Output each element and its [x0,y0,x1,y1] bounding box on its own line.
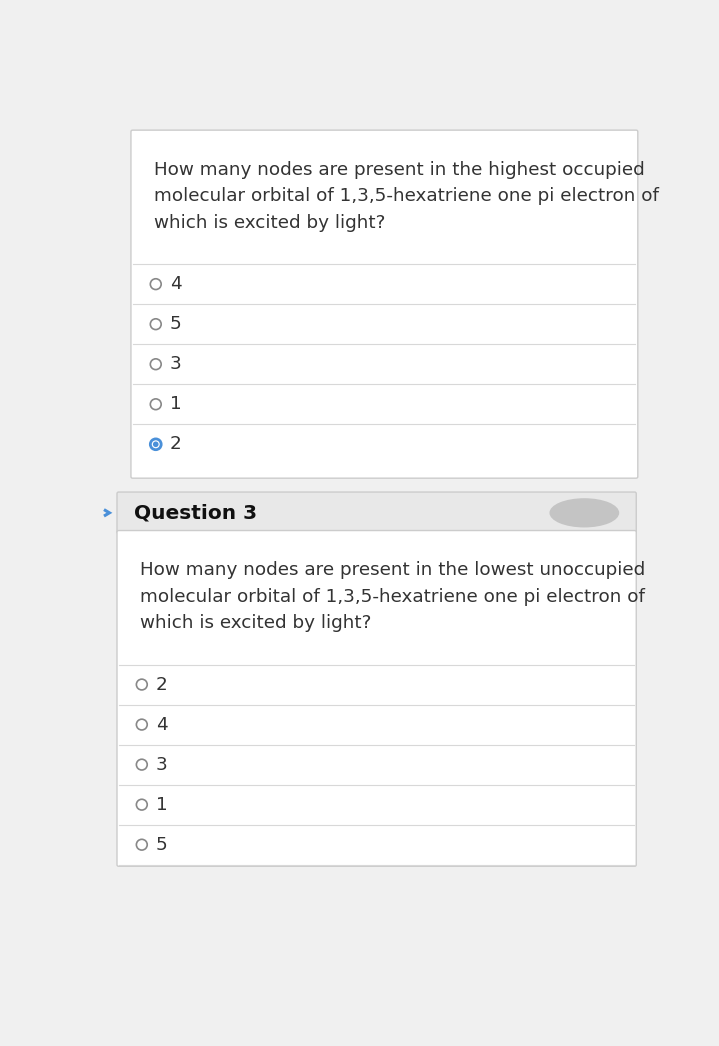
Circle shape [137,720,147,730]
Text: 2: 2 [156,676,168,693]
Text: 3: 3 [170,356,181,373]
Circle shape [150,278,161,290]
Text: How many nodes are present in the lowest unoccupied
molecular orbital of 1,3,5-h: How many nodes are present in the lowest… [140,562,646,632]
Circle shape [137,759,147,770]
Circle shape [150,399,161,410]
FancyBboxPatch shape [117,492,636,533]
Text: 1: 1 [156,796,168,814]
Text: Question 3: Question 3 [134,503,257,522]
Circle shape [137,839,147,850]
FancyBboxPatch shape [117,530,636,866]
Text: 1: 1 [170,395,181,413]
Text: 4: 4 [156,715,168,733]
Circle shape [150,359,161,369]
Circle shape [150,319,161,329]
FancyBboxPatch shape [131,130,638,478]
Text: 4: 4 [170,275,181,293]
Text: 3: 3 [156,755,168,774]
Text: How many nodes are present in the highest occupied
molecular orbital of 1,3,5-he: How many nodes are present in the highes… [154,161,659,232]
Circle shape [153,441,159,447]
Text: 5: 5 [170,315,181,334]
Circle shape [137,799,147,810]
Circle shape [150,439,161,450]
Text: 5: 5 [156,836,168,854]
Ellipse shape [549,498,619,527]
Circle shape [137,679,147,690]
Text: 2: 2 [170,435,181,453]
